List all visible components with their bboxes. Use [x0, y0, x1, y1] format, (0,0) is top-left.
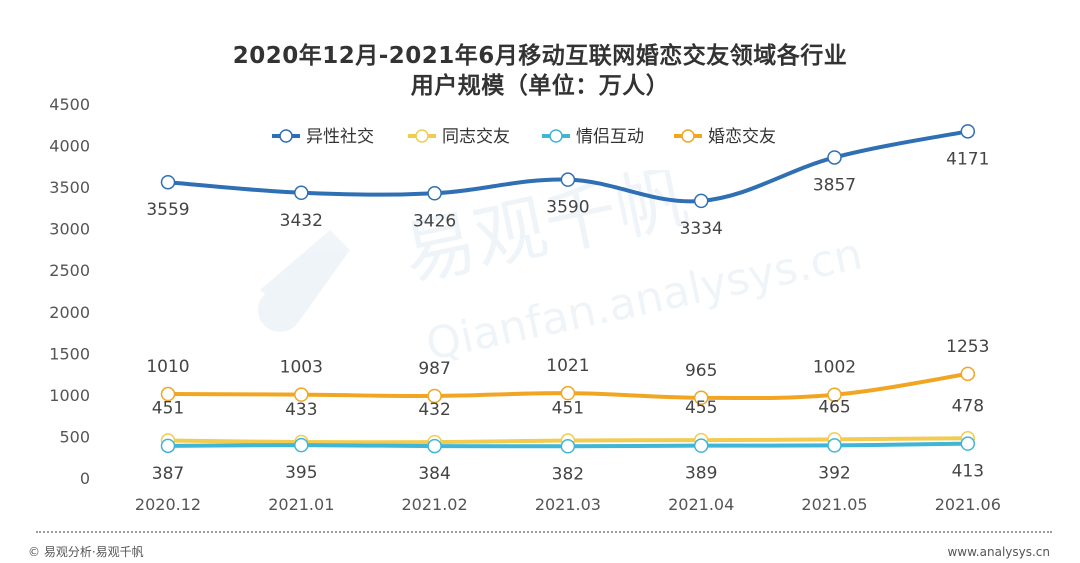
- data-point: [960, 366, 976, 382]
- data-point: [294, 185, 309, 201]
- legend-marker: [549, 129, 563, 143]
- legend-label: 情侣互动: [576, 127, 644, 147]
- data-point: [693, 193, 709, 209]
- data-label: 451: [152, 399, 184, 419]
- data-label: 3334: [680, 219, 723, 239]
- data-label: 3432: [280, 211, 323, 231]
- y-tick-label: 500: [59, 427, 90, 446]
- data-label: 392: [818, 463, 850, 483]
- footer-website: www.analysys.cn: [947, 545, 1050, 559]
- data-point: [427, 186, 442, 201]
- series-points: [160, 124, 976, 454]
- data-point: [560, 172, 576, 187]
- data-point: [960, 124, 976, 139]
- data-point: [427, 438, 442, 454]
- y-tick-label: 2000: [49, 303, 90, 322]
- data-label: 465: [818, 397, 850, 417]
- data-labels: 451 433 432 451 455 465 478 387 395 384 382 389 392 4…: [146, 149, 989, 484]
- x-tick-label: 2021.06: [935, 495, 1001, 514]
- y-tick-label: 4000: [49, 137, 90, 156]
- data-point: [960, 436, 976, 451]
- data-point: [160, 386, 176, 402]
- x-tick-label: 2021.03: [535, 495, 601, 514]
- data-point: [294, 387, 309, 402]
- data-point: [827, 438, 842, 453]
- data-label: 1021: [546, 356, 589, 376]
- data-point: [693, 390, 709, 406]
- data-label: 3590: [546, 198, 589, 218]
- footer-divider: [36, 531, 1052, 533]
- data-label: 1002: [813, 358, 856, 378]
- footer-source: © 易观分析·易观千帆: [28, 545, 144, 559]
- data-point: [827, 387, 842, 402]
- y-axis: 0 500 1000 1500 2000 2500 3000 3500 4000 4500: [49, 95, 90, 488]
- legend-label: 异性社交: [306, 127, 374, 147]
- data-label: 395: [285, 463, 317, 483]
- data-label: 389: [685, 464, 717, 484]
- y-tick-label: 0: [80, 469, 90, 488]
- data-point: [693, 438, 709, 453]
- data-label: 4171: [946, 149, 989, 169]
- data-label: 382: [552, 464, 584, 484]
- data-point: [427, 388, 442, 404]
- y-tick-label: 2500: [49, 261, 90, 280]
- data-label: 432: [418, 400, 450, 420]
- data-label: 455: [685, 398, 717, 418]
- data-label: 451: [552, 399, 584, 419]
- x-axis: 2020.12 2021.01 2021.02 2021.03 2021.04 2021.…: [135, 495, 1001, 514]
- x-tick-label: 2020.12: [135, 495, 201, 514]
- y-tick-label: 3500: [49, 178, 90, 197]
- data-label: 1253: [946, 337, 989, 357]
- data-point: [827, 150, 842, 165]
- data-label: 1003: [280, 358, 323, 378]
- data-label: 1010: [146, 357, 189, 377]
- data-point: [160, 174, 176, 190]
- data-point: [560, 439, 576, 454]
- data-label: 3426: [413, 211, 456, 231]
- legend-marker: [279, 129, 293, 143]
- data-label: 987: [418, 359, 450, 379]
- legend-marker: [415, 129, 429, 143]
- y-tick-label: 4500: [49, 95, 90, 114]
- chart-title-line2: 用户规模（单位：万人）: [410, 73, 670, 99]
- data-label: 965: [685, 361, 717, 381]
- x-tick-label: 2021.01: [268, 495, 334, 514]
- legend-marker: [681, 129, 695, 143]
- legend-label: 同志交友: [442, 127, 510, 147]
- data-label: 3857: [813, 175, 856, 195]
- data-label: 433: [285, 400, 317, 420]
- data-point: [560, 385, 576, 401]
- y-tick-label: 1000: [49, 386, 90, 405]
- data-label: 413: [952, 462, 984, 482]
- chart-title-line1: 2020年12月-2021年6月移动互联网婚恋交友领域各行业: [232, 43, 848, 69]
- data-label: 478: [952, 396, 984, 416]
- data-point: [160, 438, 176, 454]
- legend-label: 婚恋交友: [708, 126, 776, 147]
- data-label: 387: [152, 464, 184, 484]
- x-tick-label: 2021.04: [668, 495, 734, 514]
- data-point: [294, 437, 309, 453]
- legend: 异性社交 同志交友 情侣互动 婚恋交友: [272, 126, 776, 147]
- data-label: 3559: [146, 200, 189, 220]
- y-tick-label: 3000: [49, 220, 90, 239]
- data-label: 384: [418, 464, 450, 484]
- x-tick-label: 2021.02: [402, 495, 468, 514]
- x-tick-label: 2021.05: [801, 495, 867, 514]
- y-tick-label: 1500: [49, 344, 90, 363]
